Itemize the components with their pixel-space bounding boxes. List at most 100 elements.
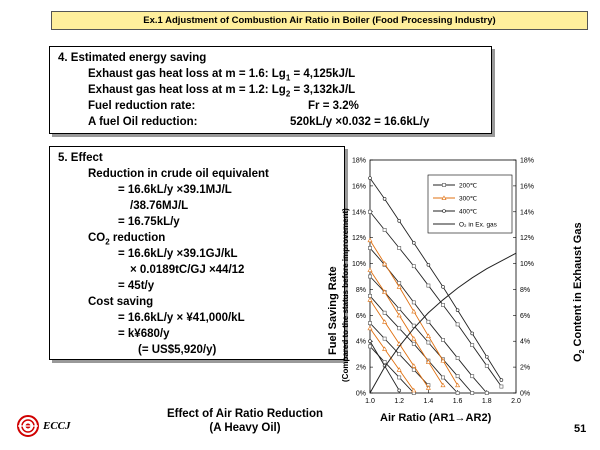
air-ratio-chart: 0% 0% 2% 2% 4% 4% 6% 6% 8% 8% 10% 10% 12% 12% 14% 14% 16… [327, 158, 586, 425]
energy-saving-box: 4. Estimated energy saving Exhaust gas h… [49, 46, 492, 134]
x-tick-label: 2.0 [511, 398, 521, 405]
x-tick-label: 1.2 [394, 398, 404, 405]
series-200c-point [411, 341, 416, 346]
series-400c-point [470, 331, 474, 336]
series-300c-point [440, 382, 446, 388]
y-tick-label: 10% [352, 261, 366, 268]
slide-title: Ex.1 Adjustment of Combustion Air Ratio … [143, 15, 496, 26]
series-300c-point [367, 297, 373, 302]
series-400c-point [382, 197, 387, 201]
series-200c-point [411, 264, 416, 269]
series-200c-point [470, 343, 475, 348]
legend-marker [442, 183, 446, 187]
series-200c-point [426, 340, 431, 345]
x-tick-label: 1.0 [365, 398, 375, 405]
logo-text: ECCJ [43, 420, 71, 432]
series-300c-line [369, 328, 415, 391]
series-400c-point [499, 378, 504, 382]
series-300c-point [367, 267, 373, 272]
series-300c-point [396, 367, 402, 372]
series-300c-point [382, 289, 388, 294]
series-300c-point [382, 260, 388, 266]
y2-tick-label: 12% [520, 235, 534, 242]
series-400c-point [397, 219, 401, 223]
oil-reduction-value: 520kL/y ×0.032 = 16.6kL/y [290, 116, 430, 128]
legend-marker [442, 209, 446, 213]
co2-line-2: × 0.0189tC/GJ ×44/12 [130, 264, 245, 276]
y-tick-label: 4% [356, 339, 366, 346]
caption-line-1: Effect of Air Ratio Reduction [166, 408, 324, 420]
series-200c-point [397, 281, 402, 285]
series-200c-point [455, 356, 460, 360]
eccj-emblem-icon [17, 415, 39, 437]
x-tick-label: 1.8 [482, 398, 492, 405]
series-200c-line [369, 211, 502, 387]
series-200c-point [470, 391, 475, 395]
effect-box: 5. Effect Reduction in crude oil equival… [49, 146, 345, 360]
y2-tick-label: 14% [520, 209, 534, 216]
crude-oil-line-1: = 16.6kL/y ×39.1MJ/L [118, 184, 232, 196]
y2-tick-label: 8% [520, 287, 530, 294]
series-200c-point [426, 283, 431, 288]
series-200c-point [397, 352, 402, 357]
y2-tick-label: 10% [520, 261, 534, 268]
series-300c-point [396, 284, 402, 289]
series-200c-point [368, 209, 372, 214]
series-200c-point [426, 319, 431, 324]
crude-oil-heading: Reduction in crude oil equivalent [88, 168, 269, 180]
legend-marker [441, 195, 447, 200]
series-200c-point [368, 344, 372, 349]
y2-tick-label: 2% [520, 365, 530, 372]
y-axis-title: Fuel Saving Rate [327, 266, 339, 355]
series-300c-point [425, 333, 431, 338]
legend-label: 200℃ [459, 182, 478, 189]
series-200c-point [368, 274, 372, 279]
co2-line-3: = 45t/y [118, 280, 155, 292]
series-200c-point [397, 375, 402, 380]
effect-heading: 5. Effect [58, 152, 103, 164]
series-300c-point [411, 387, 417, 393]
series-200c-point [411, 300, 416, 305]
y2-tick-label: 6% [520, 313, 530, 320]
series-300c-line [369, 269, 444, 386]
series-300c-point [440, 358, 446, 363]
y2-axis-title: O2 Content in Exhaust Gas [572, 222, 586, 362]
series-200c-point [382, 360, 387, 364]
energy-saving-heading: 4. Estimated energy saving [58, 52, 207, 64]
series-400c-point [397, 388, 401, 393]
series-200c-point [382, 228, 387, 232]
series-200c-point [368, 294, 372, 298]
series-200c-point [411, 323, 416, 328]
y-tick-label: 18% [352, 158, 366, 165]
fuel-reduction-rate-row: Fuel reduction rate: Fr = 3.2% [58, 98, 483, 114]
series-400c-point [412, 241, 416, 245]
y-tick-label: 0% [356, 391, 366, 398]
legend-label: O₂ in Ex. gas [459, 221, 498, 228]
crude-oil-line-2: /38.76MJ/L [130, 200, 189, 212]
co2-heading: CO2 reduction [88, 232, 166, 247]
x-tick-label: 1.6 [453, 398, 463, 405]
series-400c-line [369, 177, 502, 381]
o2-curve-line [369, 252, 517, 394]
series-300c-point [425, 385, 431, 390]
y2-tick-label: 0% [520, 391, 530, 398]
slide-title-bar: Ex.1 Adjustment of Combustion Air Ratio … [51, 11, 588, 30]
series-300c-point [367, 237, 373, 243]
series-400c-point [485, 354, 489, 359]
x-axis-title: Air Ratio (AR1→AR2) [380, 412, 492, 424]
series-200c-point [411, 367, 416, 372]
fuel-rate-value: Fr = 3.2% [308, 100, 359, 112]
crude-oil-line-3: = 16.75kL/y [118, 216, 180, 228]
legend: 200℃ 300℃ 400℃ O₂ in Ex. gas [427, 174, 513, 234]
series-300c-point [396, 312, 402, 318]
series-200c-line [369, 276, 473, 394]
series-400c-point [441, 285, 445, 289]
series-300c-point [411, 336, 417, 341]
series-200c-point [470, 374, 475, 379]
series-200c-point [455, 391, 460, 395]
series-300c-point [382, 346, 388, 351]
series-400c-point [368, 339, 372, 344]
series-300c-point [382, 319, 388, 324]
y2-tick-label: 16% [520, 183, 534, 190]
series-300c-point [425, 359, 431, 364]
